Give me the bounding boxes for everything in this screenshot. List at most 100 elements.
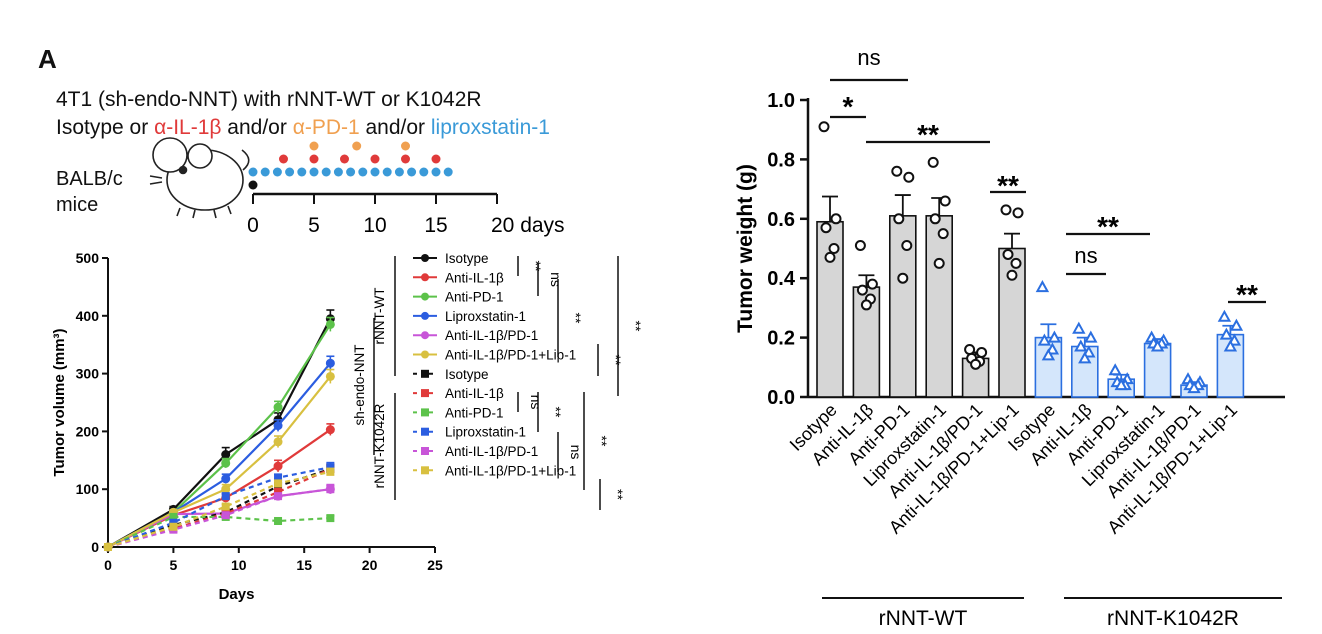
liproxstatin-dose-dot xyxy=(297,167,307,177)
liproxstatin-dose-dot xyxy=(394,167,404,177)
series-line xyxy=(107,488,331,549)
x-tick-label: 15 xyxy=(296,557,312,573)
y-tick-label: 100 xyxy=(76,481,100,497)
data-point xyxy=(1219,327,1234,340)
series-marker xyxy=(273,461,283,471)
series-line xyxy=(107,362,332,548)
timeline-tick-label: 5 xyxy=(308,214,320,237)
bar xyxy=(1034,336,1063,398)
legend-label: Isotype xyxy=(445,367,489,382)
liproxstatin-dose-dot xyxy=(443,167,453,177)
legend-swatch-marker xyxy=(421,273,429,282)
data-point xyxy=(937,228,949,240)
data-point xyxy=(1000,204,1012,216)
treatment-il1b: α-IL-1β xyxy=(154,116,222,139)
data-point xyxy=(818,121,830,133)
panel-letter: A xyxy=(38,44,57,74)
legend-label: Anti-IL-1β/PD-1+Lip-1 xyxy=(445,463,576,478)
data-point xyxy=(1223,339,1238,352)
il1b-dose-dot xyxy=(431,154,441,164)
data-point xyxy=(866,278,878,290)
data-point xyxy=(1229,318,1244,331)
significance-label: ns xyxy=(568,445,584,460)
data-point xyxy=(1108,363,1122,376)
series-line xyxy=(107,470,331,549)
y-tick-label: 0.0 xyxy=(767,387,795,409)
pd1-dose-dot xyxy=(401,141,410,151)
data-point xyxy=(828,243,840,254)
data-point xyxy=(1047,330,1062,343)
significance-label: ** xyxy=(548,407,564,418)
il1b-dose-dot xyxy=(279,154,288,164)
series-marker xyxy=(221,511,230,520)
liproxstatin-dose-dot xyxy=(419,167,429,177)
significance-label: ns xyxy=(528,395,544,410)
series-marker xyxy=(326,463,335,472)
treatment-andor-2: and/or xyxy=(359,116,431,139)
significance-label: ** xyxy=(594,436,610,447)
legend-label: Anti-PD-1 xyxy=(445,290,504,305)
series-marker xyxy=(326,485,335,494)
liproxstatin-dose-dot xyxy=(260,167,270,177)
liproxstatin-dose-dot xyxy=(285,167,295,177)
pd1-dose-dot xyxy=(352,141,362,151)
liproxstatin-dose-dot xyxy=(248,167,258,177)
series-marker xyxy=(325,371,335,381)
data-point xyxy=(970,358,982,370)
liproxstatin-dose-dot xyxy=(358,167,368,177)
group-label-wt: rNNT-WT xyxy=(372,288,387,345)
timeline-tick-label: 15 xyxy=(424,214,447,237)
series-marker xyxy=(326,467,335,476)
tumor-volume-chart: 0 100 200 300 400 500 0 5 10 15 20 25 Days Tumor volu… xyxy=(51,250,644,603)
series-marker xyxy=(221,492,230,501)
significance-label: ** xyxy=(610,489,626,500)
group-label-wt: rNNT-WT xyxy=(879,607,968,630)
series-marker xyxy=(169,512,178,521)
treatment-liproxstatin: liproxstatin-1 xyxy=(430,116,550,139)
significance-label: ** xyxy=(917,119,939,150)
series-marker xyxy=(325,425,335,435)
legend-swatch-marker xyxy=(421,311,429,320)
liproxstatin-dose-dot xyxy=(431,167,441,177)
data-point xyxy=(1187,381,1201,394)
legend-swatch-marker xyxy=(421,389,429,398)
data-point xyxy=(1072,321,1086,334)
il1b-dose-dot xyxy=(309,154,319,164)
data-point xyxy=(1084,330,1098,343)
mouse-strain-label: BALB/c xyxy=(56,168,123,190)
legend-swatch-marker xyxy=(421,254,429,262)
liproxstatin-dose-dot xyxy=(370,167,380,177)
series-marker xyxy=(326,514,335,523)
series-marker xyxy=(274,479,283,488)
group-label-mut: rNNT-K1042R xyxy=(372,403,387,488)
series-marker xyxy=(169,522,178,531)
treatment-andor-1: and/or xyxy=(221,116,293,139)
legend-swatch-marker xyxy=(421,466,429,475)
timeline-tick-label: 0 xyxy=(247,214,259,237)
x-tick-label: 10 xyxy=(231,557,247,573)
data-point xyxy=(1006,269,1018,281)
tumor-inoculation-dot xyxy=(248,180,258,190)
il1b-dose-dot xyxy=(370,154,380,164)
treatment-prefix: Isotype or xyxy=(56,116,155,139)
legend-swatch-marker xyxy=(421,408,429,417)
legend-label: Anti-IL-1β/PD-1 xyxy=(445,444,538,459)
legend-swatch-marker xyxy=(421,331,429,340)
y-tick-label: 1.0 xyxy=(767,90,795,112)
data-point xyxy=(1010,257,1022,269)
significance-label: ns xyxy=(548,272,564,287)
series-marker xyxy=(273,421,283,431)
data-point xyxy=(1114,378,1128,391)
experiment-title: 4T1 (sh-endo-NNT) with rNNT-WT or K1042R xyxy=(56,88,482,111)
significance-label: ** xyxy=(1097,211,1119,242)
data-point xyxy=(1150,339,1165,352)
legend-swatch-marker xyxy=(421,427,429,436)
data-point xyxy=(1041,348,1056,361)
y-tick-label: 0.2 xyxy=(767,328,795,350)
liproxstatin-dose-dot xyxy=(321,167,331,177)
data-point xyxy=(1002,248,1014,260)
liproxstatin-dose-dot xyxy=(346,167,356,177)
data-point xyxy=(1074,339,1088,352)
